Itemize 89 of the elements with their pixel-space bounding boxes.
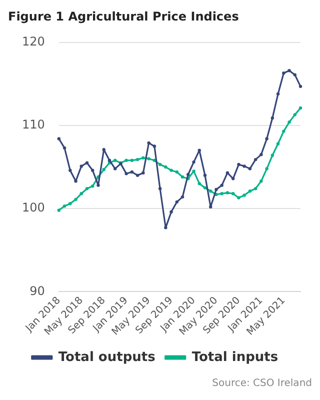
source-note: Source: CSO Ireland <box>211 378 312 389</box>
point <box>254 187 258 190</box>
point <box>237 162 240 166</box>
point <box>147 157 150 160</box>
point <box>102 148 106 152</box>
point <box>203 186 207 190</box>
point <box>108 158 112 162</box>
point <box>147 141 150 145</box>
point <box>186 172 190 176</box>
point <box>282 130 286 133</box>
y-tick-label: 90 <box>30 284 45 298</box>
point <box>158 162 162 166</box>
point <box>85 161 89 164</box>
point <box>180 175 184 179</box>
point <box>293 73 296 76</box>
point <box>226 171 230 174</box>
point <box>68 202 72 206</box>
point <box>136 158 140 162</box>
point <box>192 170 196 173</box>
point <box>175 170 178 174</box>
point <box>270 154 274 157</box>
point <box>62 146 66 150</box>
point <box>288 69 291 72</box>
point <box>203 174 207 177</box>
point <box>74 198 78 202</box>
y-tick-label: 110 <box>22 118 45 132</box>
point <box>164 165 168 169</box>
point <box>276 142 280 146</box>
point <box>85 187 89 190</box>
point <box>124 158 128 162</box>
point <box>237 196 240 200</box>
point <box>142 171 145 174</box>
point <box>226 191 230 194</box>
point <box>265 167 268 170</box>
point <box>220 184 224 187</box>
point <box>96 184 100 187</box>
point <box>254 158 258 162</box>
point <box>170 168 173 172</box>
point <box>80 164 83 168</box>
chart-title: Figure 1 Agricultural Price Indices <box>8 9 239 24</box>
point <box>231 192 235 196</box>
point <box>130 170 134 174</box>
point <box>276 92 280 96</box>
y-tick-label: 100 <box>22 200 45 215</box>
point <box>242 194 246 197</box>
point <box>298 106 302 110</box>
point <box>288 120 291 124</box>
point <box>68 168 72 172</box>
point <box>180 195 184 199</box>
point <box>136 174 140 177</box>
point <box>198 182 201 186</box>
point <box>260 180 263 183</box>
point <box>260 152 263 156</box>
point <box>62 204 66 208</box>
point <box>170 210 173 214</box>
legend-label: Total inputs <box>192 350 278 365</box>
point <box>242 164 246 168</box>
point <box>209 190 212 193</box>
point <box>102 168 106 172</box>
point <box>80 192 83 196</box>
point <box>91 168 94 172</box>
point <box>152 144 156 148</box>
point <box>74 180 78 183</box>
point <box>113 167 117 170</box>
point <box>248 167 252 170</box>
point <box>198 148 201 152</box>
point <box>282 72 286 75</box>
point <box>231 177 235 180</box>
y-tick-label: 120 <box>22 34 45 49</box>
point <box>57 137 61 140</box>
point <box>142 156 145 160</box>
point <box>209 205 212 209</box>
point <box>124 172 128 176</box>
point <box>164 226 168 230</box>
point <box>270 116 274 120</box>
point <box>220 192 224 196</box>
legend-label: Total outputs <box>58 350 156 365</box>
point <box>265 137 268 140</box>
point <box>57 208 61 212</box>
point <box>130 158 134 162</box>
point <box>248 190 252 193</box>
point <box>91 184 94 188</box>
point <box>192 160 196 164</box>
point <box>113 158 117 162</box>
point <box>158 187 162 190</box>
point <box>298 84 302 88</box>
point <box>175 200 178 204</box>
point <box>293 113 296 116</box>
point <box>214 188 218 192</box>
